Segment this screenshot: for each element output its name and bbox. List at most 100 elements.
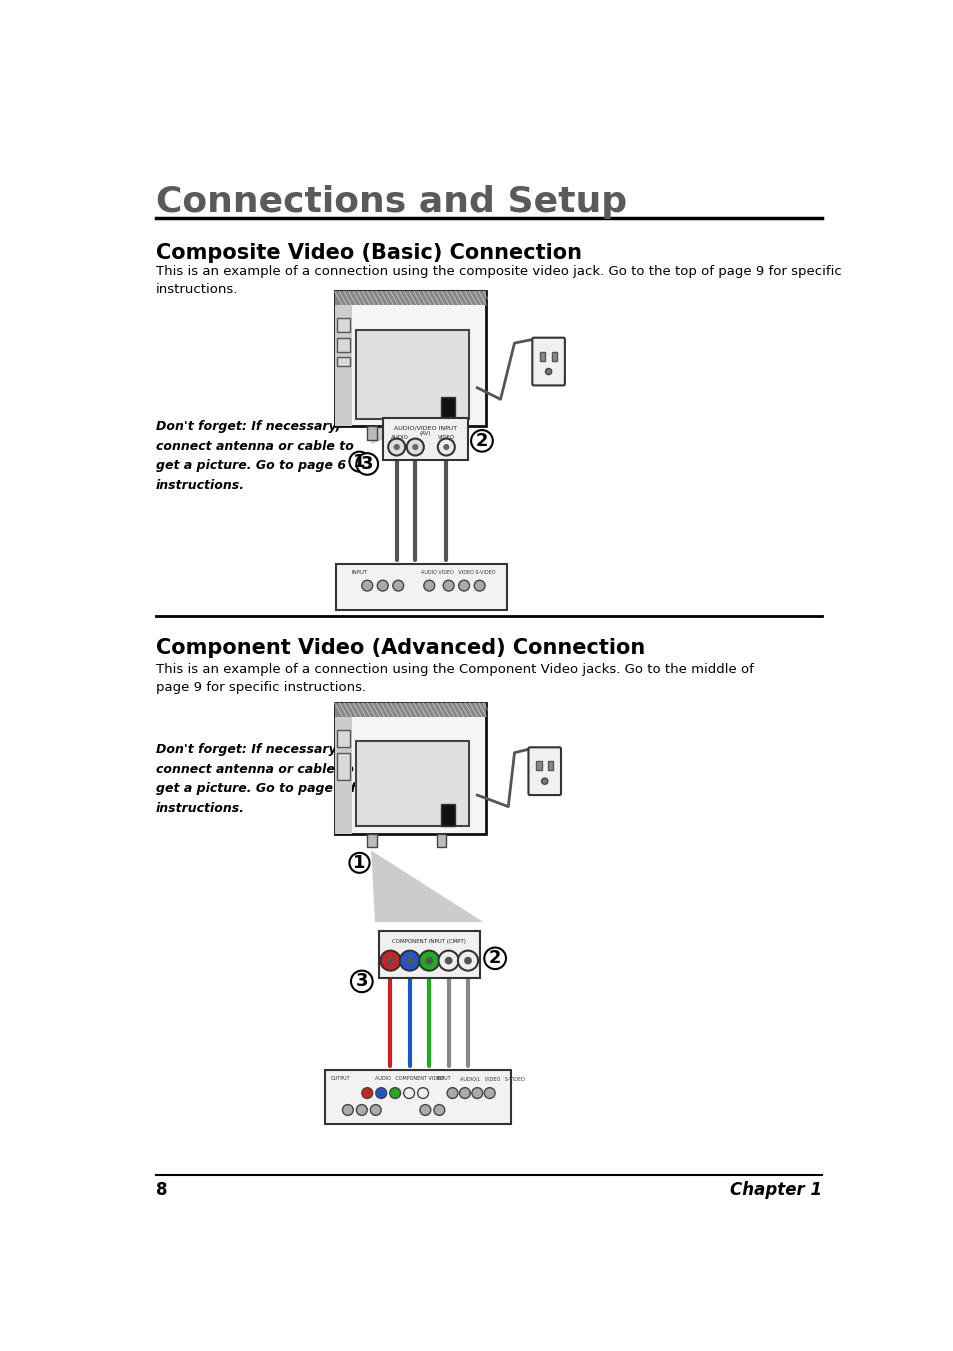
Text: VIDEO: VIDEO — [437, 435, 455, 439]
Text: AUDIO VIDEO   VIDEO S-VIDEO: AUDIO VIDEO VIDEO S-VIDEO — [421, 570, 496, 576]
Bar — [539, 351, 545, 361]
Text: AUDIO   COMPONENT VIDEO: AUDIO COMPONENT VIDEO — [375, 1077, 443, 1081]
Circle shape — [437, 439, 455, 455]
Circle shape — [464, 957, 472, 965]
Text: 2: 2 — [488, 950, 501, 967]
Circle shape — [484, 947, 505, 969]
Circle shape — [438, 951, 458, 970]
Bar — [335, 292, 485, 426]
Bar — [335, 716, 352, 834]
Bar — [335, 292, 485, 305]
Circle shape — [443, 444, 449, 450]
Text: Connections and Setup: Connections and Setup — [155, 185, 626, 219]
Circle shape — [399, 951, 419, 970]
Text: Composite Video (Basic) Connection: Composite Video (Basic) Connection — [155, 243, 581, 263]
Circle shape — [349, 852, 369, 873]
Bar — [336, 319, 350, 332]
Circle shape — [361, 580, 373, 590]
Text: INPUT: INPUT — [352, 570, 368, 576]
Circle shape — [472, 1088, 482, 1098]
Circle shape — [444, 957, 452, 965]
Circle shape — [459, 1088, 470, 1098]
Bar — [336, 338, 350, 351]
Circle shape — [393, 580, 403, 590]
Text: This is an example of a connection using the composite video jack. Go to the top: This is an example of a connection using… — [155, 265, 841, 296]
FancyBboxPatch shape — [335, 565, 506, 611]
Text: 8: 8 — [155, 1181, 167, 1200]
Bar — [336, 753, 350, 780]
Bar — [336, 730, 350, 747]
Bar — [536, 761, 541, 770]
Text: 1: 1 — [353, 453, 365, 470]
Circle shape — [375, 1088, 386, 1098]
Bar — [335, 305, 352, 426]
Circle shape — [447, 1088, 457, 1098]
Text: AUDIO: AUDIO — [391, 435, 408, 439]
Text: COMPONENT INPUT (CMPT): COMPONENT INPUT (CMPT) — [392, 939, 466, 944]
Text: Component Video (Advanced) Connection: Component Video (Advanced) Connection — [155, 638, 644, 658]
Circle shape — [388, 439, 405, 455]
Circle shape — [545, 369, 551, 374]
Text: 3: 3 — [355, 973, 368, 990]
Circle shape — [403, 1088, 415, 1098]
Bar — [440, 804, 455, 825]
Circle shape — [484, 1088, 495, 1098]
Circle shape — [394, 444, 399, 450]
Text: OUTPUT: OUTPUT — [331, 1077, 350, 1081]
Text: INPUT: INPUT — [436, 1077, 451, 1081]
Circle shape — [541, 778, 547, 785]
Bar — [436, 834, 446, 847]
Circle shape — [434, 1105, 444, 1116]
Bar — [440, 397, 455, 419]
Circle shape — [380, 951, 400, 970]
Circle shape — [361, 1088, 373, 1098]
Circle shape — [425, 957, 433, 965]
Circle shape — [377, 580, 388, 590]
Bar — [547, 761, 553, 770]
Text: 1: 1 — [353, 854, 365, 871]
Circle shape — [342, 1105, 353, 1116]
Text: (AV): (AV) — [419, 431, 431, 436]
FancyBboxPatch shape — [528, 747, 560, 794]
Text: AUDIO/VIDEO INPUT: AUDIO/VIDEO INPUT — [394, 426, 456, 431]
Text: 2: 2 — [476, 432, 488, 450]
Bar — [356, 330, 468, 419]
Polygon shape — [371, 851, 483, 923]
Circle shape — [457, 951, 477, 970]
Text: AUDIO/L   VIDEO   S-VIDEO: AUDIO/L VIDEO S-VIDEO — [459, 1077, 524, 1081]
Circle shape — [417, 1088, 428, 1098]
Circle shape — [418, 951, 439, 970]
Circle shape — [390, 1088, 400, 1098]
Circle shape — [423, 580, 435, 590]
FancyBboxPatch shape — [382, 417, 468, 461]
Bar — [336, 357, 350, 366]
Circle shape — [356, 1105, 367, 1116]
Circle shape — [386, 957, 394, 965]
Text: Don't forget: If necessary,
connect antenna or cable to
get a picture. Go to pag: Don't forget: If necessary, connect ante… — [155, 743, 370, 815]
Circle shape — [370, 1105, 381, 1116]
Circle shape — [458, 580, 469, 590]
Bar — [367, 426, 376, 440]
Text: 3: 3 — [360, 455, 374, 473]
Circle shape — [356, 453, 377, 474]
Bar — [367, 834, 376, 847]
Polygon shape — [371, 408, 472, 444]
FancyBboxPatch shape — [532, 338, 564, 385]
Bar — [335, 703, 485, 834]
FancyBboxPatch shape — [378, 931, 479, 978]
Circle shape — [412, 444, 418, 450]
Circle shape — [349, 451, 369, 471]
Bar — [551, 351, 557, 361]
Bar — [436, 426, 446, 440]
Circle shape — [419, 1105, 431, 1116]
Bar — [335, 703, 485, 716]
Circle shape — [406, 439, 423, 455]
Text: Don't forget: If necessary,
connect antenna or cable to
get a picture. Go to pag: Don't forget: If necessary, connect ante… — [155, 420, 370, 492]
Circle shape — [474, 580, 484, 590]
Circle shape — [351, 970, 373, 992]
Text: This is an example of a connection using the Component Video jacks. Go to the mi: This is an example of a connection using… — [155, 662, 753, 693]
Circle shape — [443, 580, 454, 590]
Circle shape — [471, 430, 493, 451]
Circle shape — [406, 957, 414, 965]
Bar — [356, 742, 468, 825]
